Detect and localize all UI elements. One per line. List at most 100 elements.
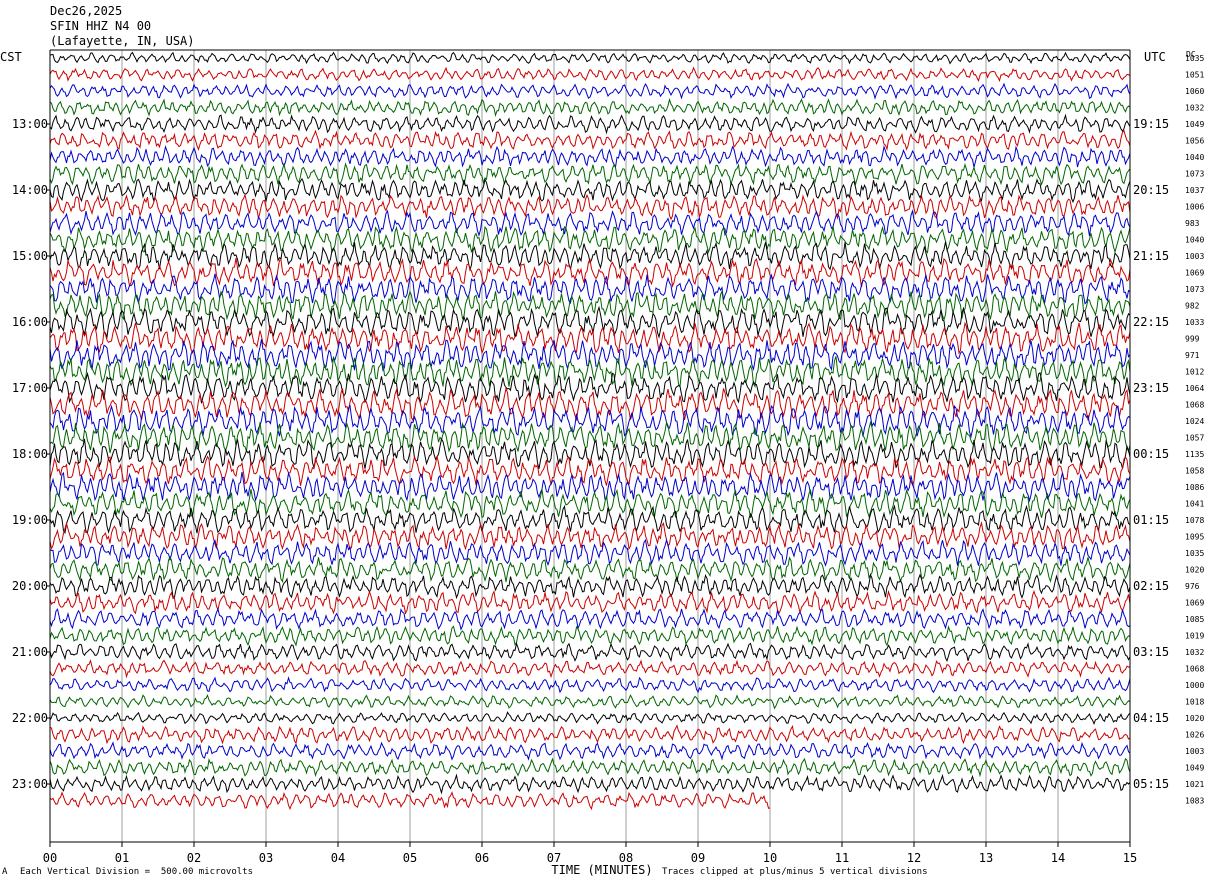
seismic-trace <box>49 113 1131 135</box>
left-timezone-label: CST <box>0 50 22 64</box>
dc-offset-value: 1033 <box>1185 318 1204 327</box>
seismic-trace <box>49 356 1131 389</box>
dc-offset-value: 1003 <box>1185 252 1204 261</box>
seismic-trace <box>49 177 1131 204</box>
dc-offset-value: 1056 <box>1185 137 1204 146</box>
dc-offset-value: 1041 <box>1185 500 1204 509</box>
seismic-trace <box>49 241 1131 272</box>
dc-offset-value: 983 <box>1185 219 1200 228</box>
header-station: SFIN HHZ N4 00 <box>50 19 152 33</box>
seismic-traces <box>49 51 1131 811</box>
right-hour-label: 19:15 <box>1133 117 1169 131</box>
x-tick-label: 10 <box>763 851 777 865</box>
seismic-trace <box>49 791 771 811</box>
axis-labels: 00 01 02 03 04 05 06 07 08 09 10 11 12 13 14 15 TIME (MI… <box>12 54 1205 877</box>
right-hour-label: 20:15 <box>1133 183 1169 197</box>
seismic-trace <box>49 741 1131 761</box>
left-hour-label: 19:00 <box>12 513 48 527</box>
seismic-trace <box>49 257 1131 288</box>
seismic-trace <box>49 97 1131 118</box>
dc-offset-value: 1069 <box>1185 269 1204 278</box>
x-tick-label: 04 <box>331 851 345 865</box>
dc-offset-value: 1073 <box>1185 285 1204 294</box>
corner-mark: A <box>2 867 8 877</box>
left-hour-label: 17:00 <box>12 381 48 395</box>
header-date: Dec26,2025 <box>50 4 123 18</box>
seismic-trace <box>49 555 1131 583</box>
seismic-trace <box>49 209 1131 237</box>
seismic-trace <box>49 711 1131 726</box>
dc-offset-value: 1049 <box>1185 120 1204 129</box>
dc-offset-value: 1032 <box>1185 648 1204 657</box>
dc-column-label: DC <box>1186 50 1196 59</box>
dc-offset-value: 1068 <box>1185 401 1204 410</box>
right-hour-label: 04:15 <box>1133 711 1169 725</box>
x-tick-label: 06 <box>475 851 489 865</box>
dc-offset-value: 1040 <box>1185 153 1204 162</box>
seismic-trace <box>49 386 1131 422</box>
seismic-trace <box>49 676 1131 694</box>
seismic-trace <box>49 404 1131 439</box>
x-tick-label: 08 <box>619 851 633 865</box>
dc-offset-value: 1035 <box>1185 549 1204 558</box>
seismic-trace <box>49 521 1131 551</box>
dc-offset-value: 999 <box>1185 335 1200 344</box>
seismic-trace <box>49 757 1131 778</box>
left-hour-label: 22:00 <box>12 711 48 725</box>
seismic-trace <box>49 471 1131 503</box>
dc-offset-value: 982 <box>1185 302 1200 311</box>
dc-offset-value: 1032 <box>1185 104 1204 113</box>
seismic-trace <box>49 504 1131 535</box>
dc-offset-value: 1068 <box>1185 665 1204 674</box>
seismic-trace <box>49 420 1131 454</box>
seismic-trace <box>49 607 1131 631</box>
dc-offset-value: 1006 <box>1185 203 1204 212</box>
seismic-trace <box>49 371 1131 404</box>
right-hour-label: 03:15 <box>1133 645 1169 659</box>
seismic-trace <box>49 193 1131 221</box>
left-hour-label: 23:00 <box>12 777 48 791</box>
x-tick-label: 13 <box>979 851 993 865</box>
dc-offset-value: 1024 <box>1185 417 1204 426</box>
x-tick-label: 09 <box>691 851 705 865</box>
x-tick-label: 01 <box>115 851 129 865</box>
left-hour-label: 18:00 <box>12 447 48 461</box>
seismic-trace <box>49 305 1131 339</box>
right-hour-label: 05:15 <box>1133 777 1169 791</box>
dc-offset-value: 1083 <box>1185 797 1204 806</box>
dc-offset-value: 1019 <box>1185 632 1204 641</box>
right-hour-label: 21:15 <box>1133 249 1169 263</box>
dc-offset-value: 1049 <box>1185 764 1204 773</box>
dc-offset-value: 1040 <box>1185 236 1204 245</box>
seismic-trace <box>49 589 1131 615</box>
dc-offset-value: 1020 <box>1185 714 1204 723</box>
dc-offset-value: 1060 <box>1185 87 1204 96</box>
dc-offset-value: 1135 <box>1185 450 1204 459</box>
plot-axes <box>47 49 1131 847</box>
x-axis-title: TIME (MINUTES) <box>551 863 652 877</box>
dc-offset-value: 1095 <box>1185 533 1204 542</box>
seismic-trace <box>49 641 1131 663</box>
seismic-trace <box>49 625 1131 647</box>
right-hour-label: 00:15 <box>1133 447 1169 461</box>
seismic-trace <box>49 339 1131 372</box>
seismic-trace <box>49 51 1131 65</box>
seismic-trace <box>49 437 1131 470</box>
left-hour-label: 20:00 <box>12 579 48 593</box>
seismic-trace <box>49 488 1131 519</box>
dc-offset-value: 1037 <box>1185 186 1204 195</box>
right-hour-label: 22:15 <box>1133 315 1169 329</box>
x-tick-label: 03 <box>259 851 273 865</box>
x-tick-label: 11 <box>835 851 849 865</box>
dc-offset-value: 1026 <box>1185 731 1204 740</box>
left-hour-label: 21:00 <box>12 645 48 659</box>
dc-offset-value: 1078 <box>1185 516 1204 525</box>
dc-offset-value: 1021 <box>1185 780 1204 789</box>
dc-offset-value: 976 <box>1185 582 1200 591</box>
dc-offset-value: 1018 <box>1185 698 1204 707</box>
dc-offset-value: 1086 <box>1185 483 1204 492</box>
x-tick-label: 02 <box>187 851 201 865</box>
dc-offset-value: 971 <box>1185 351 1200 360</box>
left-hour-label: 14:00 <box>12 183 48 197</box>
